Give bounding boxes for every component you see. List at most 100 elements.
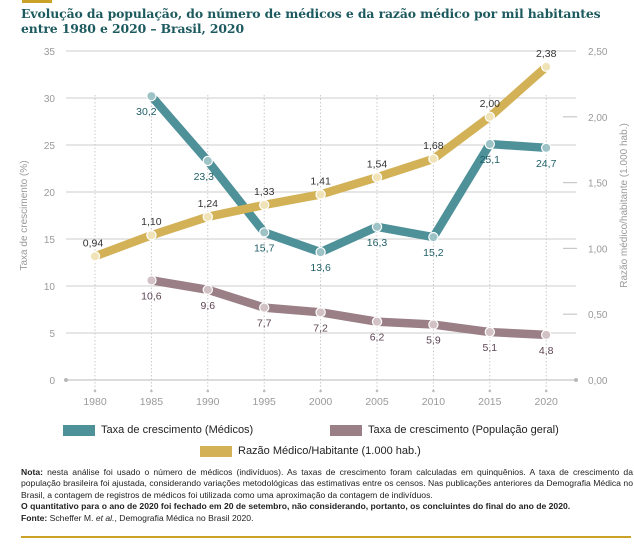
y-tick-left: 30 xyxy=(44,94,56,105)
x-tick-dot xyxy=(375,389,379,393)
data-label-razao: 2,38 xyxy=(536,48,557,60)
y-axis-title-left: Taxa de crescimento (%) xyxy=(19,160,30,270)
y-tick-left: 0 xyxy=(49,376,55,387)
bottom-rule xyxy=(21,536,631,538)
source-line: Fonte: Scheffer M. et al., Demografia Mé… xyxy=(21,512,254,523)
data-point-populacao xyxy=(428,319,439,330)
data-label-populacao: 7,7 xyxy=(257,318,272,330)
series-line-medicos xyxy=(148,93,547,257)
legend-label-populacao: Taxa de crescimento (População geral) xyxy=(368,424,559,436)
x-tick-dot xyxy=(262,389,266,393)
y-tick-left: 10 xyxy=(44,282,56,293)
legend-item-razao: Razão Médico/Habitante (1.000 hab.) xyxy=(200,445,421,457)
data-point-razao xyxy=(89,251,101,262)
data-label-razao: 1,41 xyxy=(310,175,331,187)
data-point-populacao xyxy=(146,275,157,286)
data-point-populacao xyxy=(259,302,270,313)
y-tick-left: 35 xyxy=(44,47,56,58)
x-tick-dot xyxy=(319,389,322,393)
legend-label-razao: Razão Médico/Habitante (1.000 hab.) xyxy=(238,445,421,457)
y-tick-right: 2,50 xyxy=(588,47,608,58)
data-label-populacao: 6,2 xyxy=(370,332,385,344)
data-point-medicos xyxy=(371,221,383,232)
legend-swatch-populacao xyxy=(330,424,362,436)
line-chart: 0 5 10 15 20 25 30 35 0,00 0,50 1,00 1,50 2,00 2,50 19… xyxy=(19,47,630,408)
legend-label-medicos: Taxa de crescimento (Médicos) xyxy=(101,424,254,436)
data-label-medicos: 23,3 xyxy=(194,171,215,183)
data-point-populacao xyxy=(202,284,213,295)
source-label: Fonte: xyxy=(21,512,48,523)
y-tick-left: 20 xyxy=(44,188,56,199)
y-tick-right: 1,50 xyxy=(588,179,608,190)
x-tick-dot xyxy=(488,389,492,393)
axis-end-dot xyxy=(574,378,578,382)
data-label-medicos: 16,3 xyxy=(367,237,388,249)
data-label-medicos: 15,7 xyxy=(254,242,275,254)
data-label-medicos: 25,1 xyxy=(480,154,501,166)
data-label-medicos: 15,2 xyxy=(423,247,444,259)
y-tick-right: 0,00 xyxy=(588,376,608,387)
x-tick-label: 2000 xyxy=(309,396,333,408)
data-point-razao xyxy=(315,189,326,200)
chart-title: Evolução da população, do número de médi… xyxy=(21,6,601,36)
data-label-populacao: 5,1 xyxy=(482,342,497,354)
data-point-razao xyxy=(484,111,495,123)
note-text: nesta análise foi usado o número de médi… xyxy=(21,467,633,500)
data-point-razao xyxy=(541,61,552,72)
x-tick-label: 1985 xyxy=(140,396,164,408)
data-label-razao: 0,94 xyxy=(83,237,104,249)
data-point-medicos xyxy=(541,142,552,154)
data-label-razao: 1,54 xyxy=(367,158,388,170)
data-point-razao xyxy=(428,153,439,165)
data-label-medicos: 13,6 xyxy=(310,262,331,274)
x-tick-dot xyxy=(150,389,153,393)
x-tick-label: 1995 xyxy=(253,396,277,408)
data-point-medicos xyxy=(259,227,270,238)
data-point-medicos xyxy=(315,246,326,258)
data-point-razao xyxy=(202,211,213,223)
data-label-razao: 1,33 xyxy=(254,186,275,198)
x-tick-label: 2015 xyxy=(478,396,502,408)
data-label-razao: 1,10 xyxy=(141,216,162,228)
y-tick-right: 2,00 xyxy=(588,113,608,124)
data-label-razao: 1,24 xyxy=(198,198,219,210)
chart-notes: Nota: nesta análise foi usado o número d… xyxy=(21,467,633,524)
data-label-razao: 2,00 xyxy=(480,98,501,110)
data-label-medicos: 30,2 xyxy=(136,106,157,118)
note-paragraph: Nota: nesta análise foi usado o número d… xyxy=(21,467,633,501)
data-point-medicos xyxy=(146,90,157,102)
data-label-medicos: 24,7 xyxy=(536,158,557,170)
legend-swatch-medicos xyxy=(63,424,95,436)
data-point-medicos xyxy=(428,231,439,243)
data-point-populacao xyxy=(541,329,552,341)
data-point-populacao xyxy=(315,307,326,318)
data-label-razao: 1,68 xyxy=(423,140,444,152)
data-label-populacao: 9,6 xyxy=(200,300,215,312)
data-label-populacao: 10,6 xyxy=(141,290,162,302)
x-tick-label: 1990 xyxy=(196,396,220,408)
y-tick-left: 15 xyxy=(44,235,56,246)
x-tick-label: 2005 xyxy=(365,396,389,408)
y-tick-left: 5 xyxy=(49,329,55,340)
data-point-populacao xyxy=(371,316,383,327)
legend-item-medicos: Taxa de crescimento (Médicos) xyxy=(63,424,253,436)
series-line-populacao xyxy=(150,276,547,340)
data-label-populacao: 5,9 xyxy=(426,335,441,347)
note-label: Nota: xyxy=(21,467,43,477)
x-tick-dot xyxy=(93,389,97,393)
data-label-populacao: 4,8 xyxy=(539,345,554,357)
x-tick-label: 2010 xyxy=(422,396,446,408)
data-label-populacao: 7,2 xyxy=(313,322,328,334)
x-tick-dot xyxy=(206,389,210,393)
y-axis-title-right: Razão médico/habitante (1.000 hab.) xyxy=(619,123,630,288)
data-point-razao xyxy=(146,230,157,241)
y-tick-right: 0,50 xyxy=(588,310,608,321)
data-point-medicos xyxy=(484,138,495,150)
data-point-medicos xyxy=(202,155,213,167)
data-point-razao xyxy=(259,199,270,211)
x-tick-dot xyxy=(544,389,548,393)
data-point-populacao xyxy=(484,326,495,338)
x-tick-dot xyxy=(432,389,435,393)
data-point-razao xyxy=(371,172,383,183)
legend-item-populacao: Taxa de crescimento (População geral) xyxy=(330,424,559,436)
